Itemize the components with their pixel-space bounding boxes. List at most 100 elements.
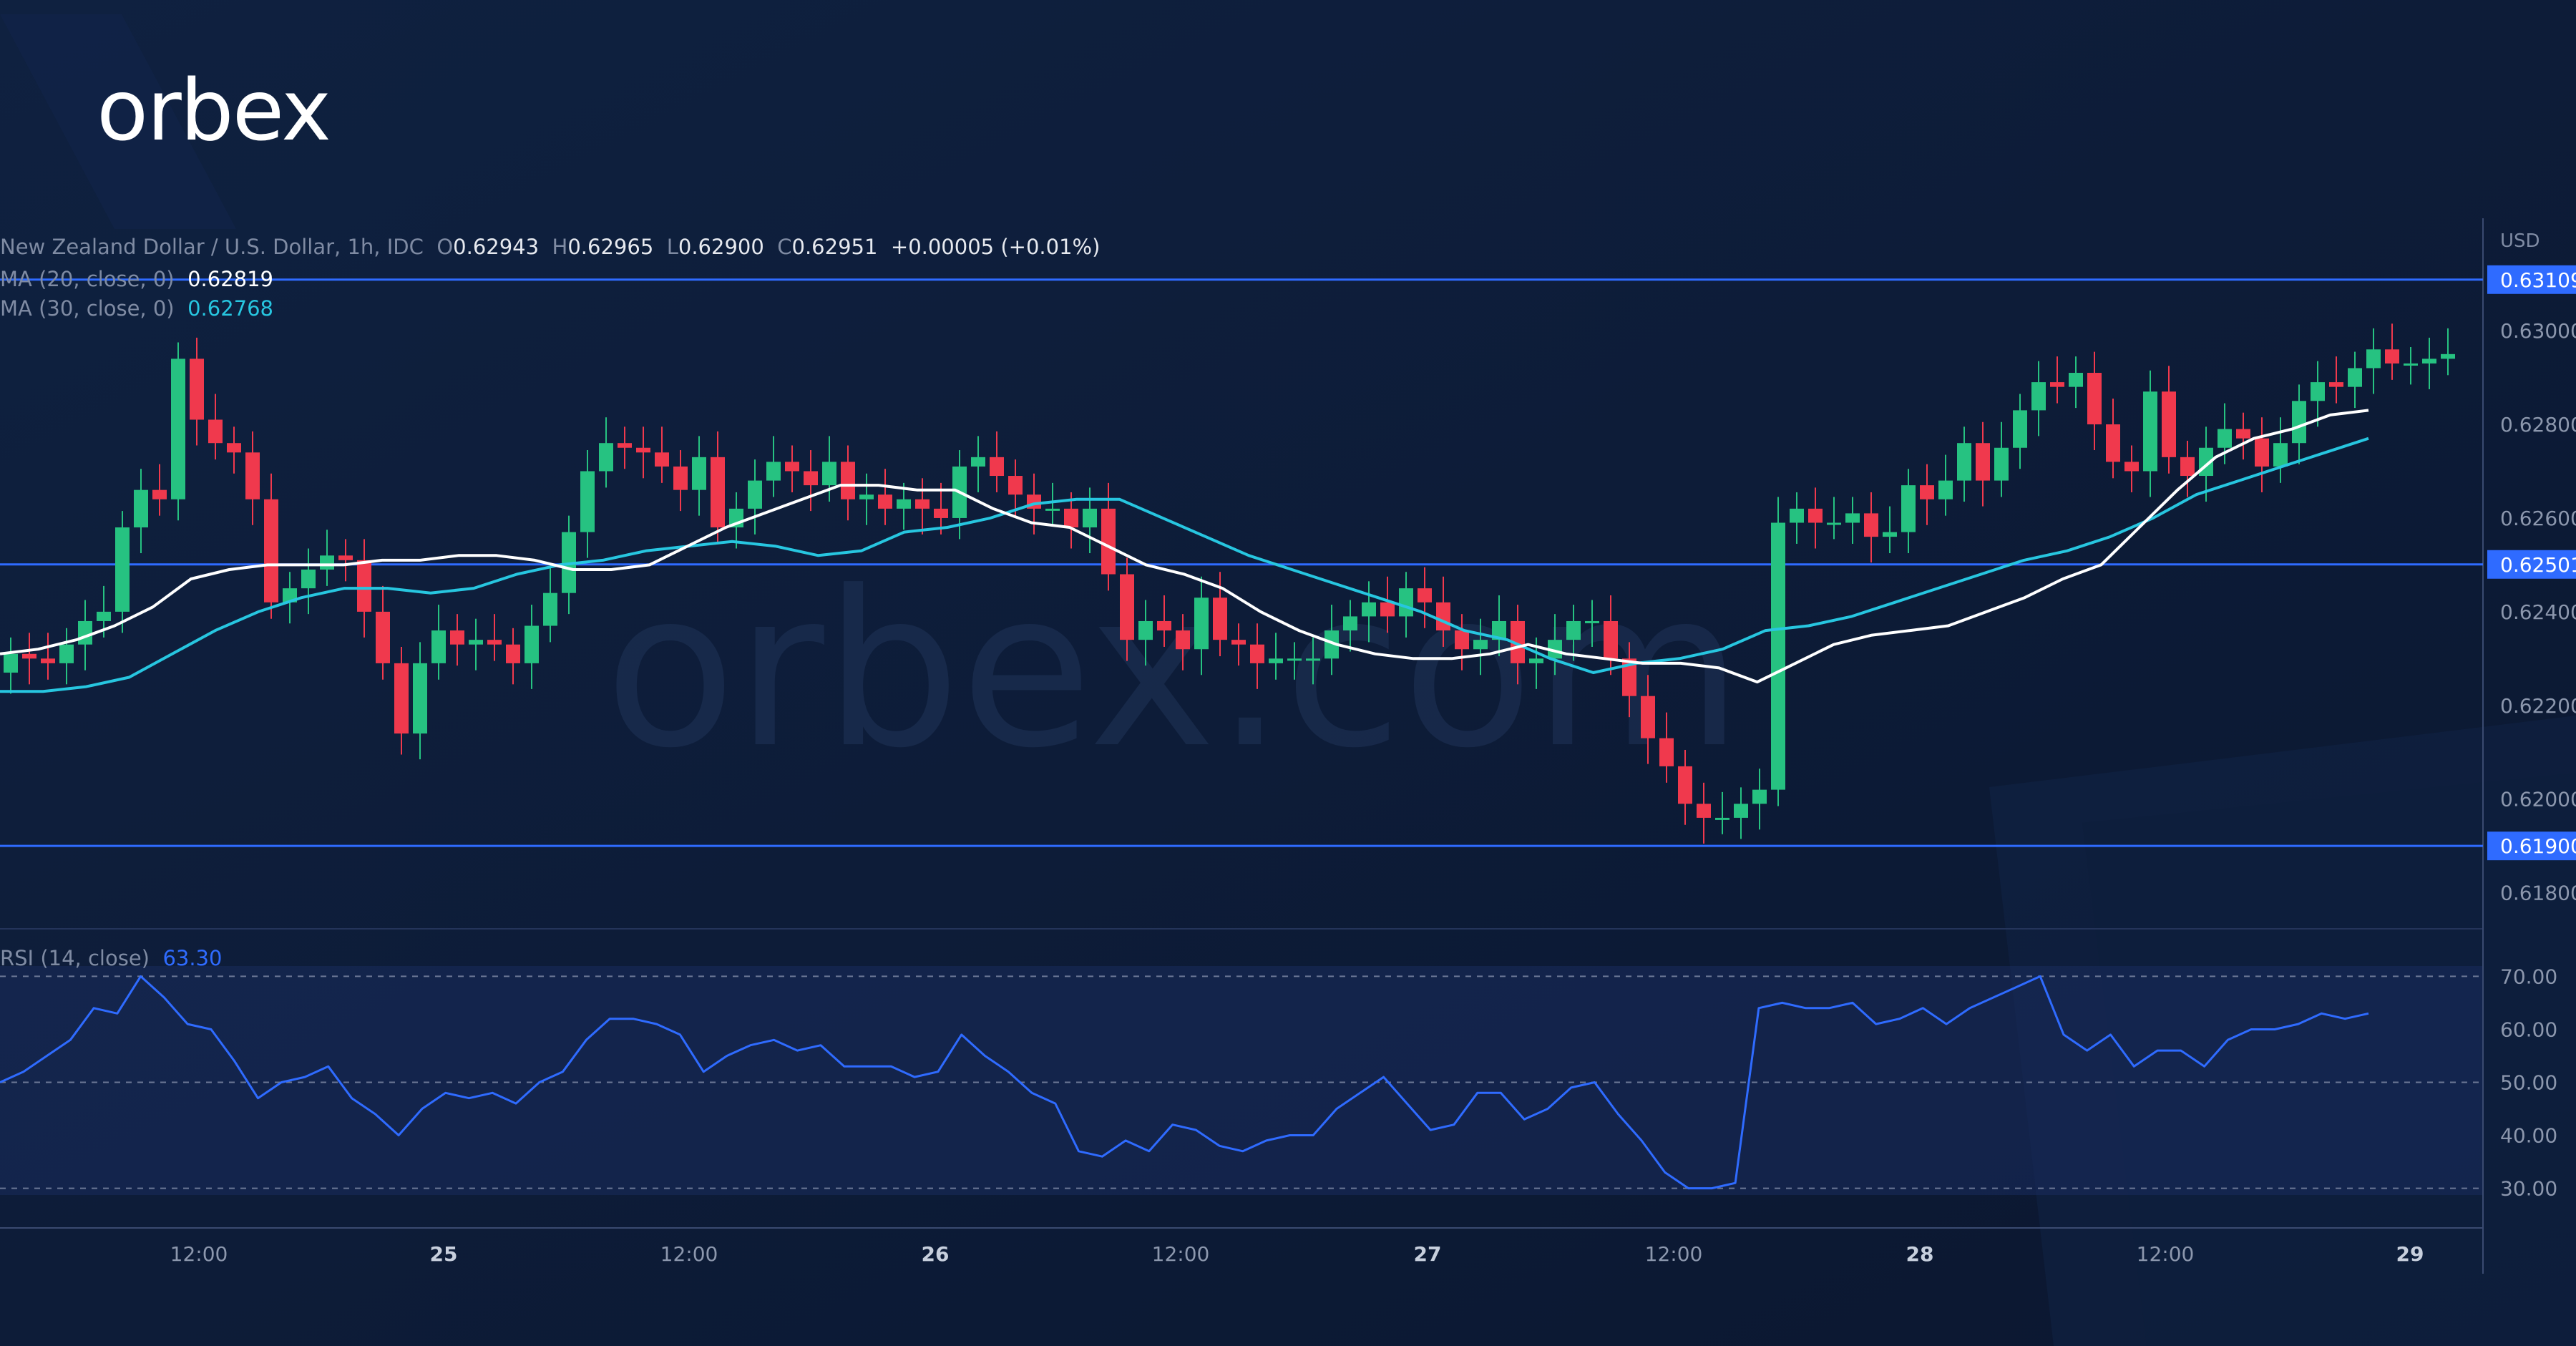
candle-body [1697,804,1711,818]
candle-body [897,499,911,509]
candle-body [1380,602,1395,617]
candle-body [1492,620,1506,640]
ma30-label: MA (30, close, 0) [0,296,175,321]
candle-body [859,494,874,499]
candle-body [2366,349,2381,369]
candle-body [841,462,855,499]
brand-logo: orbex [97,61,331,160]
level-badge [2487,832,2576,861]
price-tick-label: 0.62200 [2500,694,2576,718]
open-value: 0.62943 [453,235,540,259]
candle-body [1827,522,1841,525]
candle-body [338,555,353,560]
time-tick-label: 12:00 [660,1242,718,1266]
candle-body [1864,513,1878,537]
level-badge-text: 0.62501 [2500,553,2576,577]
candle-body [748,480,762,509]
candle-body [190,359,204,420]
high-key: H [552,235,568,259]
level-badge [2487,550,2576,579]
candle-body [2162,391,2176,457]
candle-body [2292,401,2306,444]
candle-body [264,499,278,603]
high-value: 0.62965 [567,235,654,259]
candle-body [1213,598,1227,640]
candle-body [2106,424,2120,462]
candle-body [1604,620,1618,659]
candle-body [915,499,930,509]
candle-body [525,625,539,663]
candle-body [2050,382,2064,387]
candle-body [1231,640,1246,645]
rsi-tick-label: 70.00 [2500,965,2557,988]
candle-body [1250,644,1264,663]
candle-body [990,457,1004,477]
candle-body [1976,443,1990,481]
candle-body [2087,373,2102,425]
candle-body [1678,766,1692,804]
candle-body [1473,640,1488,650]
candle-body [1436,602,1450,631]
time-tick-label: 12:00 [1152,1242,1210,1266]
time-tick-label: 29 [2396,1242,2424,1266]
candle-body [1566,620,1581,640]
candle-body [1064,508,1078,528]
candle-body [1529,658,1543,663]
price-tick-label: 0.62400 [2500,600,2576,624]
candle-body [487,640,502,645]
candle-body [41,658,55,663]
price-tick-label: 0.62000 [2500,788,2576,811]
candle-body [1343,616,1357,631]
candle-body [1734,804,1748,818]
candle-body [1362,602,1376,617]
candle-body [2218,429,2232,448]
candle-body [59,644,74,663]
rsi-tick-label: 40.00 [2500,1124,2557,1148]
candle-body [1157,620,1171,631]
ma20-line [0,409,2369,684]
time-tick-label: 12:00 [2137,1242,2195,1266]
candle-body [1641,696,1655,738]
rsi-label: RSI (14, close) [0,946,150,970]
candle-body [1511,620,1525,663]
open-key: O [436,235,454,259]
legend-ma30: MA (30, close, 0) 0.62768 [0,296,273,321]
candle-body [599,443,613,472]
candle-body [1659,738,1674,766]
level-badge-text: 0.61900 [2500,834,2576,858]
price-tick-label: 0.62800 [2500,413,2576,437]
candle-body [711,457,725,528]
candle-body [1008,476,1023,495]
candle-body [2422,359,2436,364]
candle-body [357,560,371,612]
candle-body [785,462,799,472]
ma30-line [0,437,2369,693]
candle-body [227,443,241,453]
time-tick-label: 27 [1414,1242,1442,1266]
level-badge [2487,265,2576,294]
candle-body [1920,485,1934,499]
time-tick-label: 26 [922,1242,950,1266]
candle-body [1548,640,1562,659]
candle-body [78,620,92,645]
candle-body [1455,630,1469,650]
time-tick-label: 28 [1906,1242,1934,1266]
candle-body [2013,410,2027,448]
rsi-tick-label: 60.00 [2500,1018,2557,1041]
candle-body [2404,363,2418,366]
candle-body [2385,349,2399,364]
candle-body [1418,588,1432,603]
candle-body [2255,438,2269,467]
candle-body [1715,817,1729,820]
rsi-value: 63.30 [162,946,223,970]
currency-label: USD [2500,230,2540,252]
candle-body [822,462,836,486]
legend-ohlc: New Zealand Dollar / U.S. Dollar, 1h, ID… [0,235,1100,259]
watermark-text: orbex.com [605,545,1742,795]
candle-body [1287,658,1302,661]
candle-body [618,443,632,448]
legend-ma20: MA (20, close, 0) 0.62819 [0,267,273,291]
candle-body [673,466,688,490]
